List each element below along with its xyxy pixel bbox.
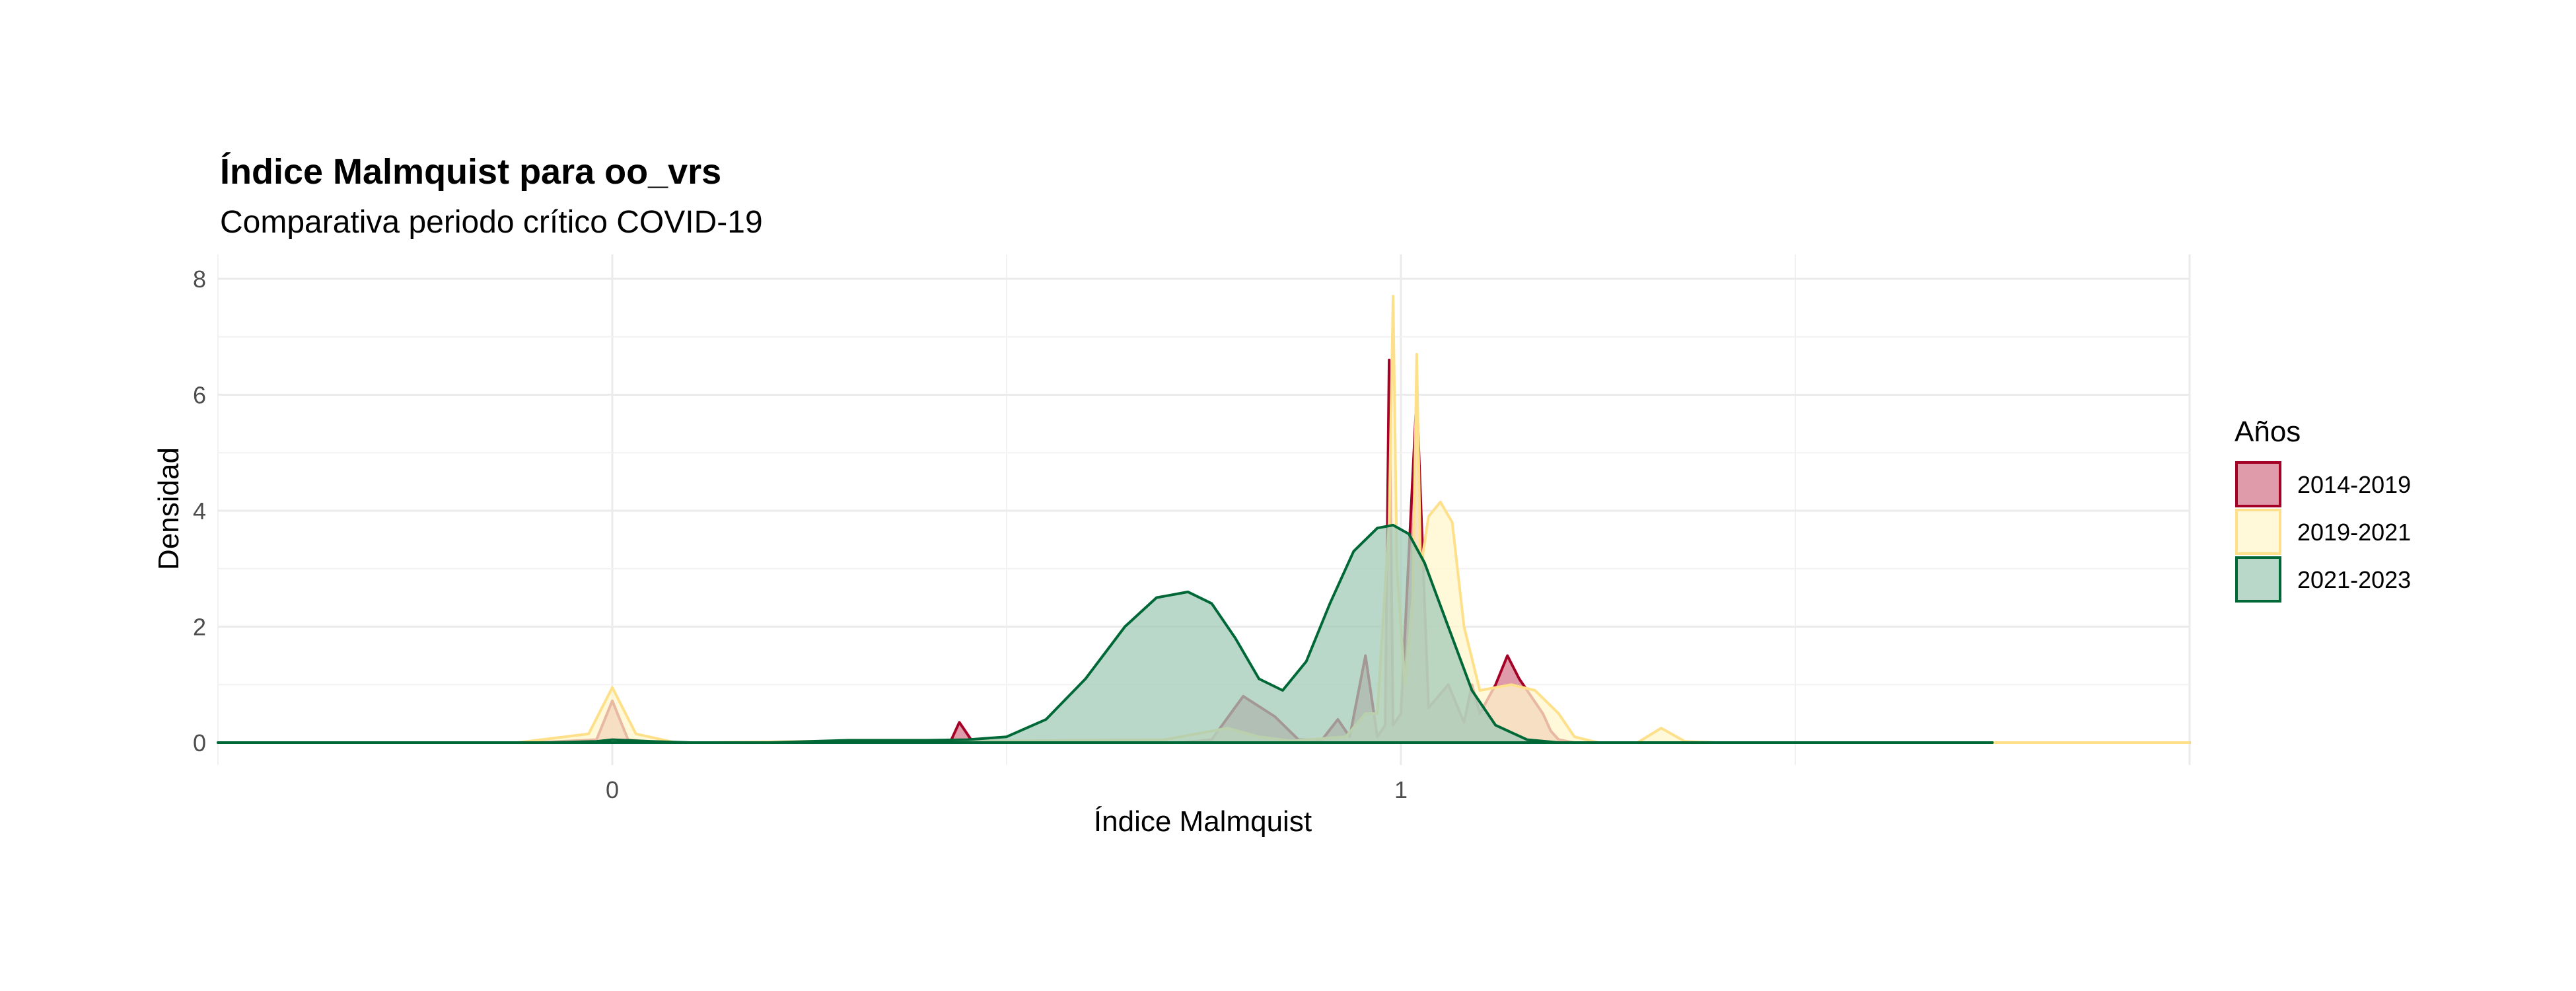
- legend-key: [2235, 556, 2281, 603]
- legend-item: 2014-2019: [2235, 461, 2411, 507]
- y-tick-label: 0: [193, 729, 206, 756]
- x-tick-label: 0: [606, 776, 619, 803]
- legend-key: [2235, 509, 2281, 555]
- legend-title: Años: [2235, 416, 2301, 448]
- y-tick-label: 4: [193, 497, 206, 525]
- legend-item: 2019-2021: [2235, 509, 2411, 555]
- legend-label: 2019-2021: [2297, 519, 2411, 546]
- density-area-2021-2023: [217, 523, 1994, 744]
- legend-key: [2235, 461, 2281, 507]
- y-tick-label: 8: [193, 266, 206, 293]
- y-axis-label: Densidad: [153, 447, 185, 570]
- density-areas: [217, 295, 2191, 744]
- x-axis-label: Índice Malmquist: [1094, 805, 1312, 838]
- chart-subtitle: Comparativa periodo crítico COVID-19: [220, 205, 763, 240]
- chart-title: Índice Malmquist para oo_vrs: [220, 152, 721, 192]
- legend: Años 2014-2019 2019-2021 2021-2023: [2235, 416, 2411, 603]
- x-tick-label: 1: [1394, 776, 1408, 803]
- legend-item: 2021-2023: [2235, 556, 2411, 603]
- y-tick-label: 6: [193, 382, 206, 409]
- legend-label: 2021-2023: [2297, 566, 2411, 593]
- y-tick-label: 2: [193, 614, 206, 641]
- legend-label: 2014-2019: [2297, 471, 2411, 498]
- y-axis-ticks: 0 2 4 6 8: [193, 266, 206, 756]
